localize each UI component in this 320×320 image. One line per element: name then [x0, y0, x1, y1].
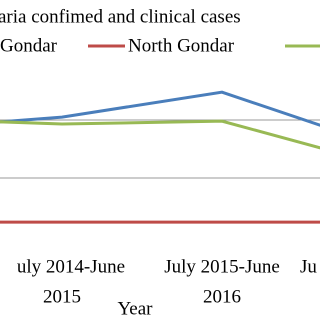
series-line: [0, 119, 320, 150]
x-tick-label: 2015: [43, 286, 81, 307]
series-line: [0, 90, 320, 127]
x-axis-label: Year: [117, 298, 153, 319]
x-tick-label: uly 2014-June: [17, 256, 125, 277]
legend-label: North Gondar: [128, 35, 235, 56]
chart-title: aria confimed and clinical cases: [0, 6, 241, 27]
x-tick-label: Ju: [300, 256, 317, 277]
x-tick-label: July 2015-June: [164, 256, 280, 277]
legend-label: Gondar: [0, 35, 58, 56]
x-tick-label: 2016: [203, 286, 241, 307]
